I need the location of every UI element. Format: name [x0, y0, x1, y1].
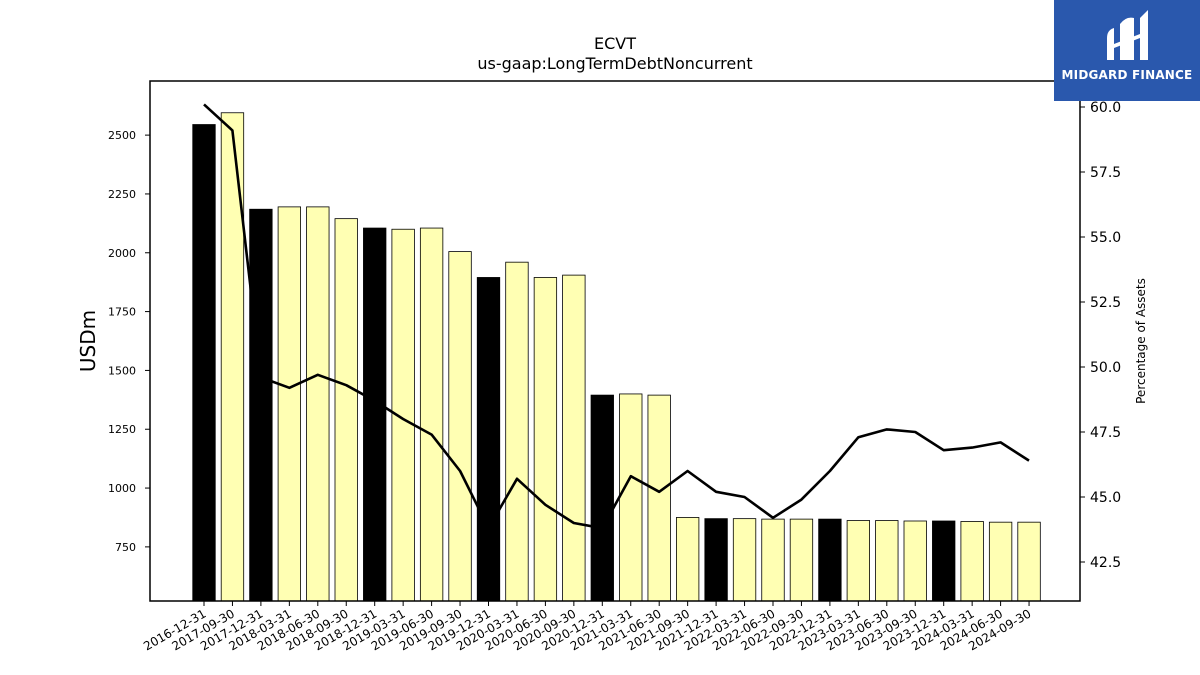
bar-2020-12-31	[590, 394, 614, 602]
bar-2016-12-31	[192, 124, 216, 602]
right-axis-ticks: 42.5 45.0 47.5 50.0 52.5 55.0 57.5 60.0	[1080, 100, 1121, 571]
logo-mark-icon	[1107, 10, 1148, 61]
bar-2020-03-31	[505, 261, 529, 602]
y2-tick-label: 52.5	[1090, 295, 1121, 311]
bar-2017-09-30	[220, 112, 245, 602]
y-tick-label: 2500	[108, 129, 136, 142]
x-axis-ticks: 2016-12-312017-09-302017-12-312018-03-31…	[141, 601, 1034, 653]
bar-2021-03-31	[619, 393, 643, 602]
midgard-finance-logo: MIDGARD FINANCE	[1054, 0, 1200, 101]
y2-tick-label: 47.5	[1090, 425, 1121, 441]
y-axis-label: USDm	[76, 310, 100, 372]
bar-2018-09-30	[334, 218, 358, 602]
bar-2021-12-31	[704, 518, 728, 602]
y2-tick-label: 50.0	[1090, 360, 1121, 376]
logo-text: MIDGARD FINANCE	[1061, 68, 1193, 82]
bar-2022-12-31	[818, 518, 842, 602]
line-layer	[203, 103, 1030, 530]
bar-2022-03-31	[732, 518, 757, 602]
plot-frame	[149, 80, 1081, 602]
y-tick-label: 1500	[108, 364, 136, 377]
bar-2018-12-31	[363, 227, 387, 602]
bar-2024-09-30	[1017, 521, 1041, 602]
y2-tick-label: 55.0	[1090, 230, 1121, 246]
chart-title: ECVT	[594, 34, 636, 53]
y-tick-label: 750	[115, 541, 136, 554]
y-tick-label: 1750	[108, 306, 136, 319]
bar-2019-12-31	[476, 277, 501, 602]
bar-2017-12-31	[249, 208, 273, 602]
y2-tick-label: 60.0	[1090, 100, 1121, 116]
percentage-line	[203, 103, 1030, 530]
bar-2020-06-30	[533, 277, 558, 602]
bar-2018-03-31	[277, 206, 302, 602]
bar-2023-09-30	[903, 520, 927, 602]
bar-2022-06-30	[761, 518, 785, 602]
y-tick-label: 2000	[108, 247, 136, 260]
bar-2021-09-30	[676, 517, 700, 602]
bar-2024-03-31	[960, 521, 984, 602]
y2-tick-label: 45.0	[1090, 490, 1121, 506]
y-tick-label: 1000	[108, 482, 136, 495]
bar-2018-06-30	[306, 206, 330, 602]
bar-2021-06-30	[647, 394, 671, 602]
chart-subtitle: us-gaap:LongTermDebtNoncurrent	[477, 54, 752, 73]
y2-axis-label: Percentage of Assets	[1134, 278, 1148, 404]
bar-2019-06-30	[419, 227, 444, 602]
y2-tick-label: 57.5	[1090, 165, 1121, 181]
left-axis-ticks: 750 1000 1250 1500 1750 2000 2250 2500	[108, 129, 150, 554]
bar-2020-09-30	[562, 274, 586, 602]
bar-layer	[192, 112, 1041, 602]
y2-tick-label: 42.5	[1090, 555, 1121, 571]
bar-2023-12-31	[932, 520, 956, 602]
bar-2019-09-30	[448, 251, 472, 602]
y-tick-label: 1250	[108, 423, 136, 436]
bar-2024-06-30	[988, 521, 1013, 602]
y-tick-label: 2250	[108, 188, 136, 201]
bar-2023-06-30	[875, 520, 899, 602]
bar-2022-09-30	[789, 518, 814, 602]
bar-2023-03-31	[846, 520, 870, 602]
